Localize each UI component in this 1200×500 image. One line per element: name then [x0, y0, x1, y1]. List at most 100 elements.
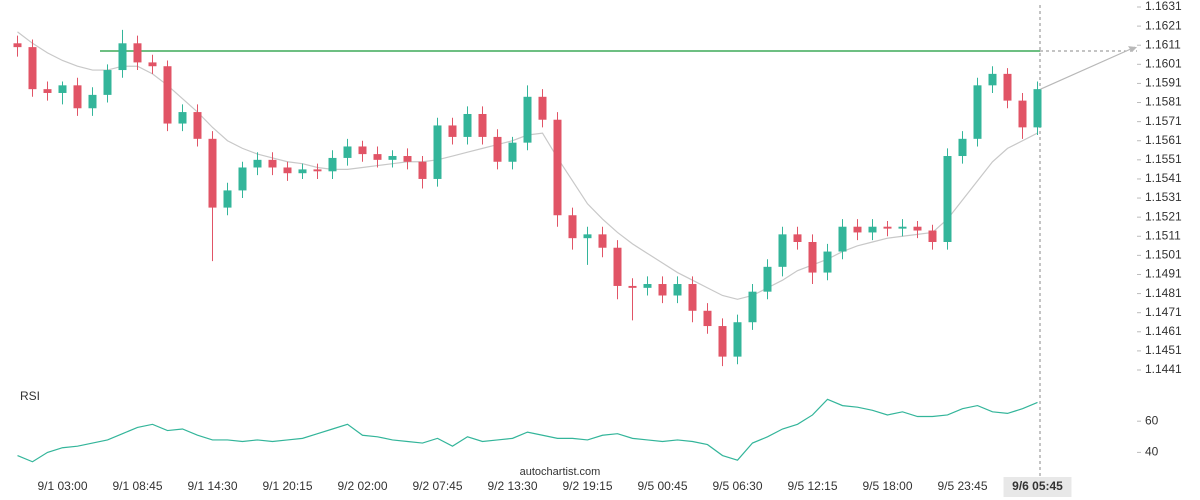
- rsi-title: RSI: [20, 389, 40, 403]
- candle-body: [403, 156, 412, 162]
- candle-body: [163, 66, 172, 124]
- candle-body: [238, 167, 247, 191]
- candle-body: [598, 234, 607, 248]
- candle-body: [748, 291, 757, 323]
- candle-body: [493, 136, 502, 162]
- x-tick-label: 9/1 20:15: [262, 479, 312, 493]
- candle-body: [13, 43, 22, 48]
- candle-body: [838, 226, 847, 252]
- y-tick-label: 1.1611: [1145, 37, 1181, 51]
- candle-body: [583, 234, 592, 239]
- candle-body: [718, 326, 727, 357]
- forecast-arrowhead: [1128, 46, 1137, 53]
- y-tick-label: 1.1601: [1145, 56, 1182, 70]
- candle-body: [658, 284, 667, 296]
- y-tick-label: 1.1531: [1145, 190, 1182, 204]
- y-tick-label: 1.1441: [1145, 362, 1182, 376]
- y-tick-label: 1.1551: [1145, 152, 1182, 166]
- candle-body: [613, 247, 622, 286]
- candle-body: [913, 226, 922, 231]
- candle-body: [733, 322, 742, 357]
- x-tick-label: 9/1 14:30: [187, 479, 237, 493]
- candle-body: [673, 284, 682, 296]
- candle-body: [943, 156, 952, 242]
- candle-body: [133, 43, 142, 63]
- candle-body: [283, 167, 292, 174]
- candle-body: [178, 112, 187, 124]
- candle-body: [43, 89, 52, 93]
- candle-body: [643, 284, 652, 288]
- x-tick-label: 9/5 12:15: [787, 479, 837, 493]
- candle-body: [883, 226, 892, 229]
- candle-body: [973, 85, 982, 139]
- y-tick-label: 60: [1145, 413, 1159, 427]
- y-tick-label: 1.1621: [1145, 18, 1182, 32]
- x-tick-label: 9/2 19:15: [562, 479, 612, 493]
- x-tick-label: 9/5 00:45: [637, 479, 687, 493]
- candle-body: [433, 125, 442, 179]
- candle-body: [73, 85, 82, 109]
- candle-body: [823, 251, 832, 273]
- candle-body: [568, 215, 577, 239]
- y-tick-label: 1.1511: [1145, 228, 1181, 242]
- candle-body: [103, 70, 112, 95]
- x-tick-label: 9/2 07:45: [412, 479, 462, 493]
- candle-body: [358, 146, 367, 155]
- candle-body: [508, 142, 517, 162]
- forecast-arrow: [1040, 46, 1136, 90]
- candle-body: [28, 47, 37, 90]
- candle-body: [928, 230, 937, 242]
- candle-body: [553, 119, 562, 216]
- candle-body: [958, 138, 967, 157]
- y-tick-label: 1.1451: [1145, 343, 1182, 357]
- candle-body: [793, 234, 802, 242]
- y-tick-label: 1.1581: [1145, 95, 1182, 109]
- candle-body: [313, 169, 322, 172]
- candle-body: [778, 234, 787, 267]
- x-tick-label: 9/5 23:45: [937, 479, 987, 493]
- x-tick-label: 9/1 08:45: [112, 479, 162, 493]
- candle-body: [373, 154, 382, 160]
- x-tick-label: 9/2 02:00: [337, 479, 387, 493]
- candle-body: [223, 190, 232, 208]
- candle-body: [808, 241, 817, 273]
- candle-body: [253, 159, 262, 168]
- x-tick-label: 9/5 06:30: [712, 479, 762, 493]
- candle-body: [268, 159, 277, 168]
- candle-body: [298, 169, 307, 174]
- x-tick-label: 9/2 13:30: [487, 479, 537, 493]
- y-tick-label: 1.1491: [1145, 267, 1182, 281]
- candle-body: [343, 146, 352, 158]
- candle-body: [853, 226, 862, 233]
- candle-body: [523, 96, 532, 143]
- candle-body: [988, 73, 997, 86]
- y-tick-label: 1.1571: [1145, 114, 1182, 128]
- candle-body: [58, 85, 67, 93]
- y-tick-label: 1.1461: [1145, 324, 1182, 338]
- candle-body: [688, 284, 697, 311]
- candle-body: [898, 226, 907, 229]
- candle-body: [703, 310, 712, 327]
- y-tick-label: 1.1561: [1145, 133, 1182, 147]
- candle-body: [418, 161, 427, 179]
- y-tick-label: 1.1501: [1145, 248, 1182, 262]
- candle-body: [1018, 100, 1027, 128]
- candle-body: [763, 266, 772, 292]
- y-tick-label: 1.1481: [1145, 286, 1182, 300]
- y-tick-label: 1.1541: [1145, 171, 1182, 185]
- candle-body: [328, 157, 337, 172]
- x-tick-label: 9/1 03:00: [37, 479, 87, 493]
- candle-body: [1003, 73, 1012, 101]
- candle-body: [538, 96, 547, 120]
- candle-body: [1033, 89, 1042, 128]
- y-tick-label: 1.1591: [1145, 76, 1182, 90]
- y-tick-label: 40: [1145, 445, 1159, 459]
- y-tick-label: 1.1631: [1145, 0, 1182, 13]
- candle-body: [148, 62, 157, 67]
- watermark: autochartist.com: [520, 466, 601, 478]
- current-time-box: [1003, 477, 1072, 497]
- candle-body: [208, 138, 217, 208]
- candle-body: [628, 285, 637, 288]
- candle-body: [463, 113, 472, 137]
